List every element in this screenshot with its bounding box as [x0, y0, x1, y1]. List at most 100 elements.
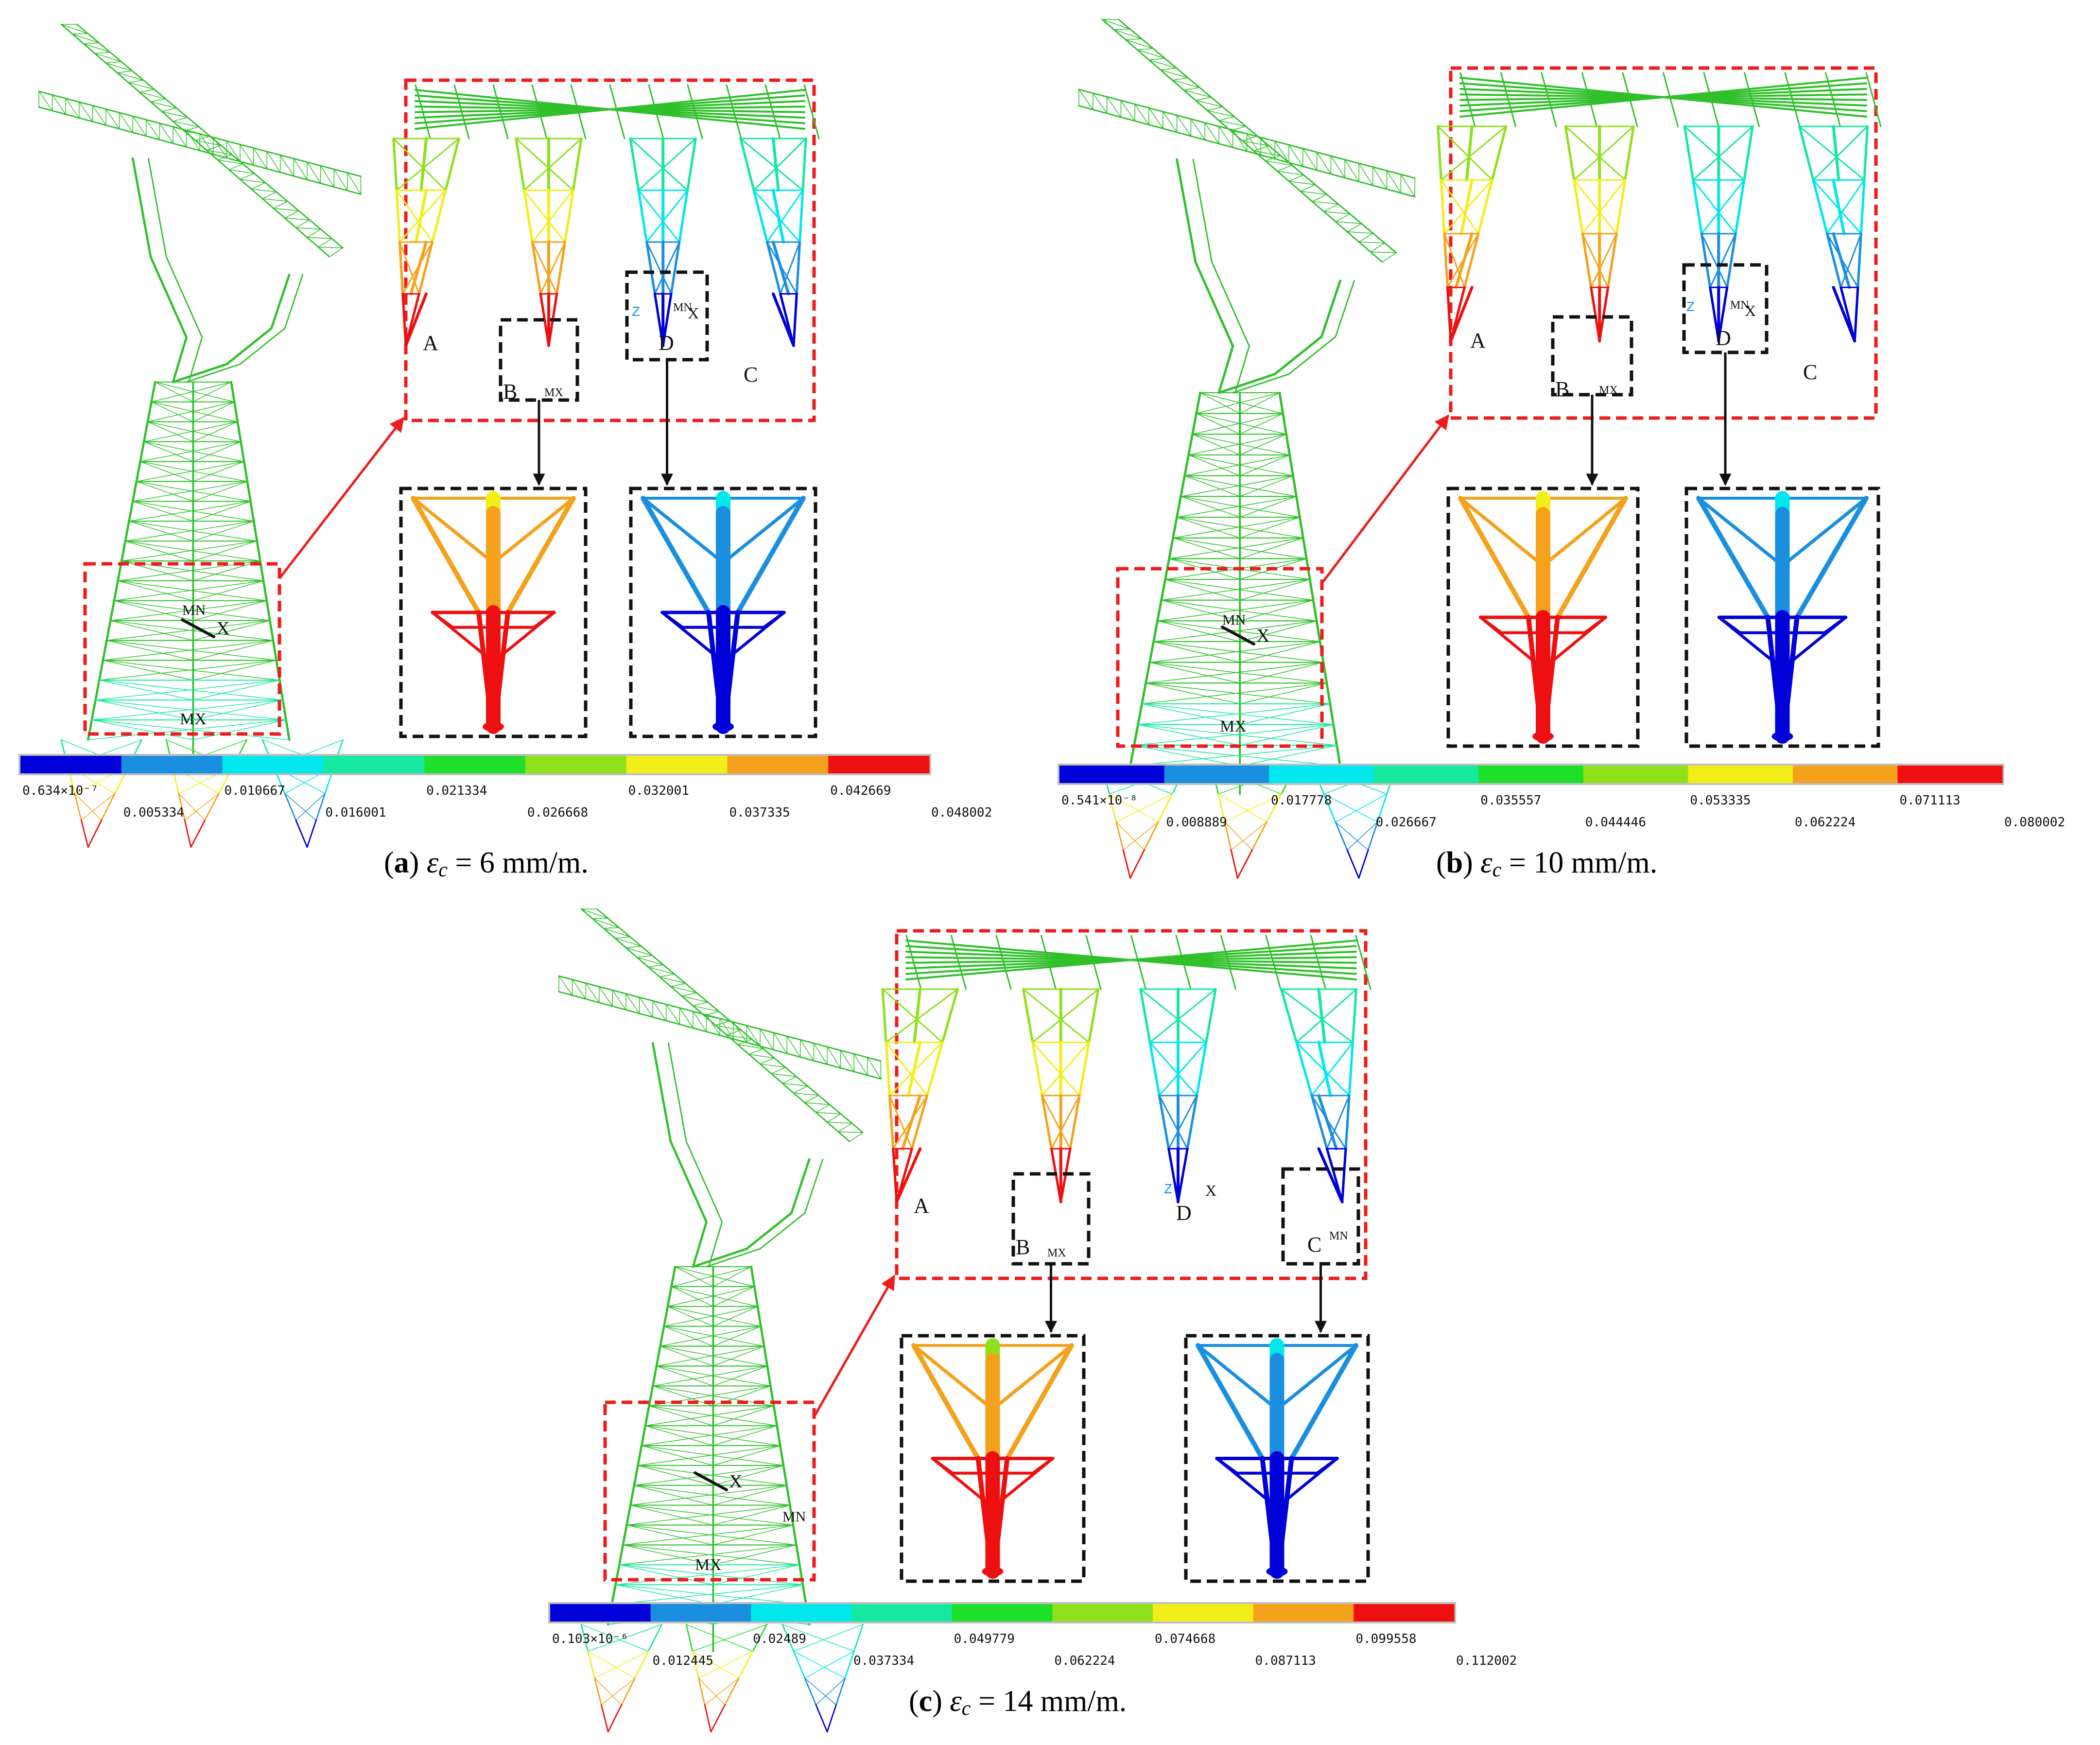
body-diagonal: [712, 1465, 784, 1486]
crossarm-brace: [273, 208, 299, 211]
leg-member: [1078, 1041, 1091, 1097]
footing-brace: [793, 1651, 846, 1679]
leg-brace: [753, 190, 801, 243]
crossarm-brace: [737, 1044, 764, 1049]
leg-brace: [1440, 125, 1507, 181]
crossarm-brace: [816, 1112, 841, 1115]
body-diagonal: [192, 580, 264, 601]
crossarm-brace: [128, 82, 155, 90]
body-diagonal: [125, 521, 254, 541]
leg-brace: [1140, 988, 1207, 1043]
footing-brace: [87, 820, 102, 848]
corner-label-b: B: [1016, 1235, 1030, 1259]
crossarm-brace: [706, 1014, 720, 1036]
crossarm-brace: [1358, 163, 1373, 186]
legend-tick-label: 0.541×10⁻⁸: [1061, 793, 1138, 808]
body-diagonal: [192, 699, 283, 720]
footing-brace: [184, 820, 191, 848]
leg-brace: [1443, 233, 1465, 288]
axis-triad: [694, 1471, 728, 1491]
body-diagonal: [192, 620, 271, 641]
leg-member: [1139, 988, 1151, 1044]
crossarm-brace: [1300, 184, 1316, 192]
body-diagonal: [1184, 475, 1297, 497]
node-label-mx: MX: [544, 386, 563, 399]
detail-base: [483, 722, 504, 732]
legend-tick-label: 0.02489: [753, 1632, 806, 1646]
corner-label-c: C: [744, 363, 758, 386]
leg-member: [431, 189, 447, 244]
footing-brace: [816, 1704, 828, 1732]
mesh-member: [1130, 935, 1146, 990]
caption-a: (a) εc = 6 mm/m.: [384, 846, 589, 881]
footing-chord: [752, 1623, 768, 1652]
body-diagonal: [1157, 599, 1314, 622]
legend-tick-label: 0.634×10⁻⁷: [22, 784, 99, 798]
waist-chord: [1176, 158, 1197, 263]
footing-brace: [793, 1624, 864, 1652]
footing-detail: [411, 491, 576, 734]
crossarm-brace: [240, 173, 255, 180]
detail-brace: [991, 1344, 1074, 1411]
crossarm-brace: [748, 1054, 775, 1059]
body-diagonal: [192, 441, 242, 462]
mesh-member: [1355, 935, 1371, 990]
crossarm-brace: [1204, 122, 1219, 144]
crossarm-brace: [186, 130, 200, 151]
body-diagonal: [99, 680, 194, 700]
crossarm-brace: [262, 192, 277, 199]
footing-brace: [1224, 793, 1282, 822]
crossarm-brace: [793, 1085, 808, 1094]
leg-brace: [638, 138, 696, 191]
crossarm-brace: [1372, 166, 1388, 190]
detail-chord: [1458, 496, 1531, 620]
corner-label-d: D: [659, 331, 674, 355]
crossarm-brace: [1344, 159, 1359, 182]
detail-chord: [1289, 1343, 1358, 1461]
waist-chord: [270, 273, 291, 330]
crossarm-brace: [1274, 140, 1289, 163]
mesh-member: [951, 935, 967, 990]
body-diagonal: [147, 401, 235, 422]
body-diagonal: [1129, 745, 1337, 767]
body-diagonal: [1180, 496, 1240, 518]
crossarm-brace: [816, 1104, 830, 1113]
leg-brace: [1446, 286, 1452, 342]
footing-brace: [191, 820, 206, 848]
mesh-member: [995, 935, 1012, 990]
mesh-member: [1220, 935, 1236, 990]
leg-brace: [1023, 988, 1090, 1043]
crossarm-brace: [1106, 96, 1122, 118]
crossarm-brace: [813, 1043, 828, 1065]
crossarm-brace: [733, 1021, 747, 1043]
crossarm-brace: [184, 130, 210, 137]
leg-center: [1317, 1147, 1344, 1204]
crossarm-brace: [1277, 171, 1304, 175]
leg-center: [772, 137, 780, 192]
zoom-arrow: [278, 417, 404, 579]
crossarm-brace: [1183, 89, 1212, 98]
body-diagonal: [1239, 703, 1331, 725]
footing-chord: [738, 1650, 754, 1679]
legend-tick-label: 0.010667: [225, 784, 285, 798]
leg-brace: [629, 138, 689, 191]
footing-chord: [698, 1677, 706, 1706]
crossarm-brace: [251, 189, 277, 192]
footing-brace: [594, 1677, 622, 1706]
axis-label-z: Z: [1686, 299, 1695, 314]
mesh-member: [687, 84, 703, 140]
legend-swatch: [525, 756, 627, 773]
body-diagonal: [1149, 662, 1240, 684]
crossarm-brace: [782, 1076, 797, 1084]
caption-symbol: ε: [1480, 846, 1493, 879]
footing-detail: [911, 1338, 1074, 1579]
legend-swatch: [952, 1604, 1053, 1622]
leg-center: [1449, 286, 1474, 343]
body-diagonal: [656, 1365, 771, 1387]
body-diagonal: [1239, 475, 1294, 497]
detail-chord: [1005, 1343, 1074, 1461]
leg-brace: [1826, 179, 1865, 235]
body-diagonal: [1199, 392, 1284, 414]
crossarm-brace: [1277, 165, 1293, 172]
detail-box: [1184, 1334, 1370, 1583]
